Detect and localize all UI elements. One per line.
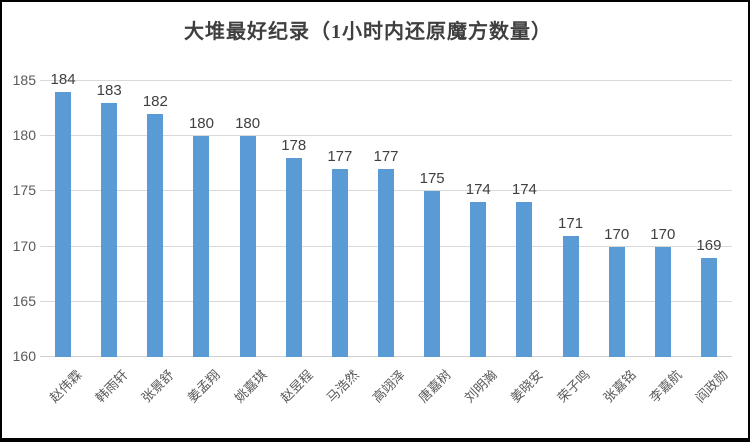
x-category-label: 荣子鸣 bbox=[554, 367, 593, 406]
bar-唐嘉树 bbox=[424, 191, 441, 357]
y-tick-label: 170 bbox=[12, 237, 36, 254]
bar-value-label: 180 bbox=[235, 115, 261, 133]
y-tick-label: 180 bbox=[12, 127, 36, 144]
plot-area: 184 183 182 180 180 178 177 177 175 174 174 171 170 1… bbox=[40, 71, 732, 357]
bar-姚嘉琪 bbox=[239, 136, 256, 357]
bar-李嘉航 bbox=[654, 246, 671, 357]
x-category-label: 张景舒 bbox=[138, 367, 178, 406]
bar-韩雨轩 bbox=[101, 103, 118, 357]
bar-value-label: 174 bbox=[511, 181, 537, 199]
y-tick-label: 185 bbox=[12, 72, 36, 88]
x-category-label: 姚嘉琪 bbox=[231, 367, 270, 406]
bar-value-label: 178 bbox=[281, 137, 307, 155]
bar-value-label: 184 bbox=[50, 71, 76, 89]
bar-value-label: 169 bbox=[696, 236, 722, 254]
x-category-label: 赵伟霖 bbox=[46, 367, 85, 406]
bar-赵昱程 bbox=[285, 158, 302, 357]
chart-title: 大堆最好纪录（1小时内还原魔方数量） bbox=[184, 21, 552, 43]
bar-value-label: 170 bbox=[650, 225, 676, 243]
y-tick-label: 165 bbox=[12, 292, 36, 309]
x-category-label: 唐嘉树 bbox=[415, 367, 454, 406]
bar-张嘉铭 bbox=[608, 246, 625, 357]
gridline bbox=[40, 80, 732, 81]
bar-张景舒 bbox=[147, 114, 164, 357]
x-category-label: 姜晓安 bbox=[507, 367, 547, 406]
bar-马浩然 bbox=[331, 169, 348, 357]
x-category-label: 赵昱程 bbox=[277, 367, 316, 406]
bar-value-label: 175 bbox=[419, 170, 445, 188]
bar-value-label: 177 bbox=[373, 148, 399, 166]
bar-value-label: 170 bbox=[604, 225, 630, 243]
bar-姜晓安 bbox=[516, 202, 533, 357]
x-category-label: 张嘉铭 bbox=[600, 367, 639, 406]
x-category-label: 高翊泽 bbox=[369, 367, 408, 406]
x-category-label: 刘明瀚 bbox=[461, 367, 501, 406]
y-tick-label: 160 bbox=[12, 348, 36, 364]
bar-姜孟翔 bbox=[193, 136, 210, 357]
x-category-label: 韩雨轩 bbox=[92, 367, 131, 406]
bar-value-label: 182 bbox=[142, 93, 168, 111]
x-category-label: 姜孟翔 bbox=[185, 367, 224, 406]
bar-value-label: 180 bbox=[188, 115, 214, 133]
bar-高翊泽 bbox=[378, 169, 394, 357]
x-category-label: 马浩然 bbox=[323, 367, 362, 406]
bar-赵伟霖 bbox=[55, 92, 72, 357]
y-tick-label: 175 bbox=[12, 182, 36, 199]
gridline bbox=[40, 135, 732, 137]
x-category-label: 李嘉航 bbox=[646, 367, 685, 406]
bar-value-label: 174 bbox=[465, 181, 491, 199]
bar-阎政勋 bbox=[700, 257, 717, 357]
x-category-label: 阎政勋 bbox=[692, 367, 731, 406]
bar-value-label: 177 bbox=[327, 148, 353, 166]
bar-value-label: 171 bbox=[558, 214, 584, 232]
bar-value-label: 183 bbox=[96, 82, 122, 100]
bar-荣子鸣 bbox=[562, 235, 579, 357]
bar-刘明瀚 bbox=[470, 202, 487, 357]
